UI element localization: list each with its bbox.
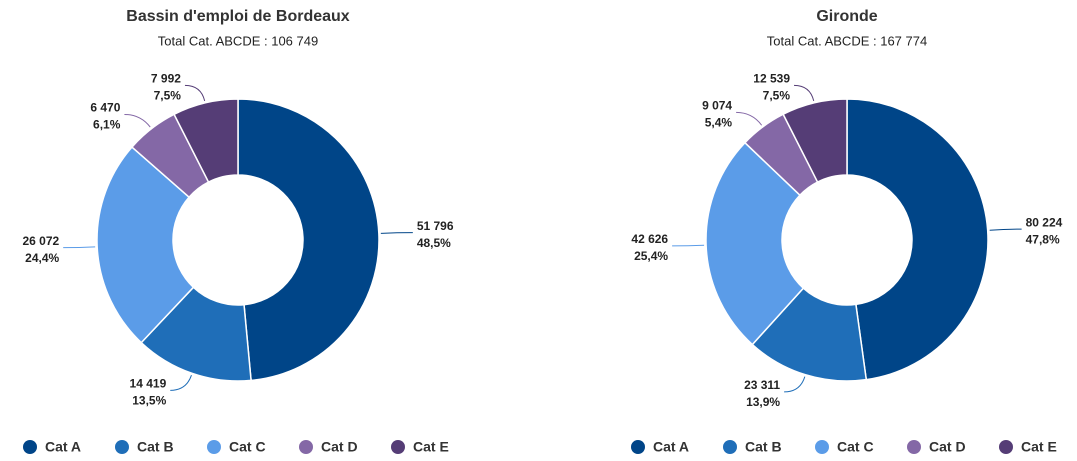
chart-title: Gironde	[816, 8, 877, 25]
data-label-percent: 47,8%	[1026, 232, 1060, 246]
data-label-percent: 25,4%	[634, 249, 668, 263]
legend-marker	[115, 440, 129, 454]
data-label-percent: 5,4%	[705, 116, 733, 130]
data-label-percent: 6,1%	[93, 118, 121, 132]
chart-subtitle: Total Cat. ABCDE : 106 749	[158, 33, 318, 48]
donut-slice	[237, 98, 380, 382]
data-label-value: 42 626	[631, 232, 668, 246]
legend-label: Cat E	[413, 439, 449, 455]
data-label-value: 80 224	[1026, 215, 1063, 229]
data-label-value: 9 074	[702, 99, 732, 113]
legend-label: Cat D	[929, 439, 966, 455]
legend-marker	[391, 440, 405, 454]
data-label-value: 6 470	[90, 101, 120, 115]
donut-slice	[173, 98, 239, 184]
data-label-value: 14 419	[130, 377, 167, 391]
leader-line	[170, 375, 192, 391]
data-label-value: 12 539	[753, 72, 790, 86]
data-label-value: 51 796	[417, 219, 454, 233]
legend-marker	[815, 440, 829, 454]
legend-marker	[723, 440, 737, 454]
data-label-percent: 13,5%	[132, 394, 166, 408]
leader-line	[784, 376, 806, 393]
legend-label: Cat E	[1021, 439, 1057, 455]
legend-label: Cat B	[137, 439, 174, 455]
legend-marker	[907, 440, 921, 454]
leader-line	[672, 244, 705, 247]
leader-line	[184, 84, 206, 102]
leader-line	[380, 232, 413, 234]
data-label-value: 7 992	[151, 72, 181, 86]
leader-line	[989, 228, 1022, 231]
data-label-percent: 24,4%	[25, 251, 59, 265]
legend-marker	[299, 440, 313, 454]
legend-marker	[999, 440, 1013, 454]
leader-line	[63, 246, 96, 249]
data-label-value: 26 072	[22, 234, 59, 248]
data-label-percent: 7,5%	[154, 89, 182, 103]
data-label-percent: 13,9%	[746, 395, 780, 409]
chart-subtitle: Total Cat. ABCDE : 167 774	[767, 33, 927, 48]
donut-slice	[846, 98, 989, 381]
donut-slice	[782, 98, 848, 184]
leader-line	[794, 84, 815, 102]
data-label-percent: 48,5%	[417, 236, 451, 250]
legend-label: Cat C	[837, 439, 874, 455]
donut-slice	[96, 146, 195, 344]
legend-label: Cat B	[745, 439, 782, 455]
data-label-percent: 7,5%	[763, 89, 791, 103]
leader-line	[124, 113, 151, 128]
legend-label: Cat A	[653, 439, 689, 455]
legend-label: Cat D	[321, 439, 358, 455]
data-label-value: 23 311	[744, 378, 780, 392]
legend-marker	[23, 440, 37, 454]
donut-slice	[705, 141, 805, 346]
leader-line	[736, 111, 763, 126]
legend-label: Cat C	[229, 439, 266, 455]
legend-marker	[207, 440, 221, 454]
legend-marker	[631, 440, 645, 454]
legend-label: Cat A	[45, 439, 81, 455]
chart-title: Bassin d'emploi de Bordeaux	[126, 8, 350, 25]
